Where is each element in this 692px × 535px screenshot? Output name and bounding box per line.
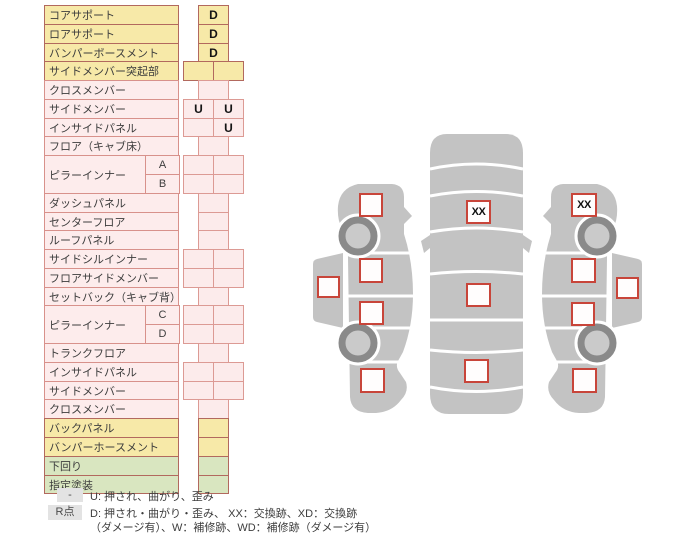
part-label: フロアサイドメンバー xyxy=(44,268,179,288)
damage-marker-left-rear-fender xyxy=(360,368,385,393)
part-label: ダッシュパネル xyxy=(44,193,179,213)
damage-marker-right-rear-door xyxy=(571,302,595,326)
status-cell: D xyxy=(198,24,229,44)
damage-marker-left-rocker xyxy=(317,276,340,298)
right-mirror-icon xyxy=(523,235,532,253)
part-label: フロア（キャブ床） xyxy=(44,136,179,156)
damage-marker-right-front-fender: XX xyxy=(571,193,597,217)
damage-marker-top-front: XX xyxy=(466,200,491,224)
part-label: ロアサポート xyxy=(44,24,179,44)
car-top-view xyxy=(421,134,532,414)
legend-badge-dash: - xyxy=(57,488,83,502)
status-cell xyxy=(198,475,229,494)
part-label: バックパネル xyxy=(44,418,179,438)
damage-marker-right-rear-fender xyxy=(572,368,597,393)
damage-marker-top-center xyxy=(466,283,491,307)
part-label: バンパーボースメント xyxy=(44,43,179,62)
legend-line-3: （ダメージ有）、W：補修跡、WD：補修跡（ダメージ有） xyxy=(90,522,377,534)
damage-marker-top-rear xyxy=(464,359,489,383)
legend-badge-rten: R点 xyxy=(48,505,82,520)
legend-line-1: U: 押され、曲がり、歪み xyxy=(90,491,214,503)
legend-line-2: D: 押され・曲がり・歪み、 XX：交換跡、XD：交換跡 xyxy=(90,508,358,520)
damage-marker-left-rear-door xyxy=(359,301,384,325)
part-label: ピラーインナー xyxy=(44,155,147,194)
part-label: サイドメンバー xyxy=(44,381,179,400)
damage-marker-left-front-fender xyxy=(359,193,383,217)
part-label: ピラーインナー xyxy=(44,305,147,344)
damage-marker-left-front-door xyxy=(359,258,383,283)
damage-marker-right-front-door xyxy=(571,258,596,283)
left-mirror-icon xyxy=(421,235,430,253)
part-label: センターフロア xyxy=(44,212,179,231)
damage-marker-right-rocker xyxy=(616,277,639,299)
